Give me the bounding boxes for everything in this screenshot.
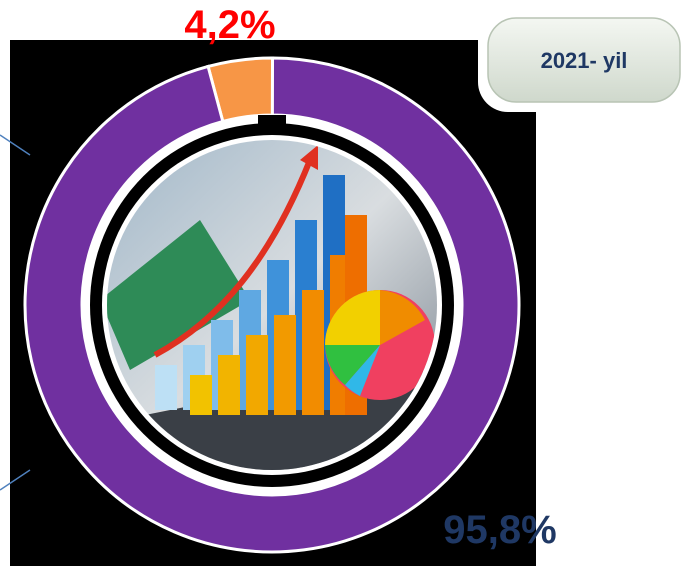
notch	[258, 115, 286, 127]
leader-line	[0, 134, 31, 156]
illustration	[107, 140, 437, 470]
button-label: 2021- yil	[541, 48, 628, 73]
year-button[interactable]: 2021- yil	[478, 8, 690, 112]
data-label: 4,2%	[184, 3, 275, 47]
leader-line	[0, 469, 31, 491]
button-face[interactable]	[487, 17, 681, 103]
data-label: 95,8%	[443, 508, 556, 552]
